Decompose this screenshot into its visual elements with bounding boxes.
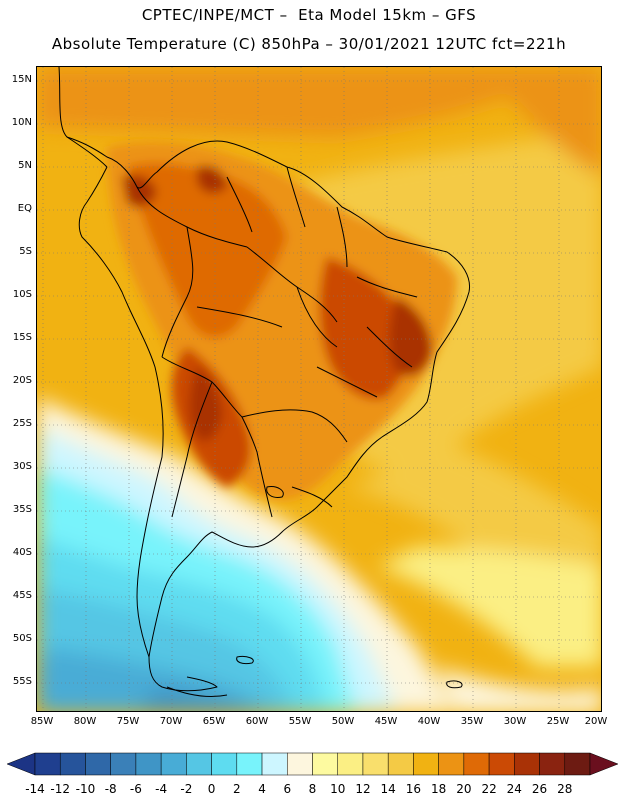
colorbar-cell [488,752,515,776]
temperature-field [37,67,601,711]
colorbar-label: 4 [258,782,266,796]
colorbar-label: 18 [430,782,447,796]
colorbar-cell [539,752,566,776]
lat-label: 50S [12,633,32,644]
temperature-map [36,66,602,712]
colorbar-cell [261,752,288,776]
colorbar-legend [6,752,618,776]
colorbar-label: 14 [380,782,396,796]
lon-label: 25W [546,716,570,727]
colorbar-label: 16 [405,782,422,796]
lon-label: 50W [331,716,355,727]
colorbar-under-arrow [6,752,36,776]
colorbar-cell [110,752,137,776]
lon-label: 70W [159,716,183,727]
colorbar-label: 6 [283,782,292,796]
colorbar-cell [211,752,238,776]
colorbar-label: 10 [330,782,346,796]
lat-label: 15N [11,74,32,85]
land-warm-field [107,141,457,500]
lon-label: 55W [288,716,312,727]
lat-label: 5S [19,246,32,257]
colorbar-cell [337,752,364,776]
colorbar-cell [362,752,389,776]
lon-label: 35W [460,716,484,727]
colorbar-label: 22 [481,782,497,796]
colorbar-label: -14 [25,782,45,796]
lat-label: 35S [12,504,32,515]
colorbar-label: 28 [557,782,573,796]
lat-label: 30S [12,461,32,472]
lon-label: 85W [30,716,54,727]
lon-label: 80W [73,716,97,727]
colorbar-label: -10 [75,782,96,796]
colorbar-cell [287,752,313,776]
colorbar-cell [564,752,591,776]
colorbar-label: -6 [129,782,142,796]
lat-label: 55S [12,676,32,687]
lon-label: 65W [202,716,226,727]
colorbar-label: -4 [155,782,168,796]
lon-label: 45W [374,716,398,727]
colorbar-cell [438,752,465,776]
colorbar-cell [236,752,263,776]
chart-title: CPTEC/INPE/MCT – Eta Model 15km – GFS [141,6,477,24]
colorbar-label: -2 [180,782,193,796]
colorbar-label: 12 [355,782,371,796]
lon-label: 75W [116,716,140,727]
lat-label: 15S [12,332,32,343]
colorbar-label: 24 [506,782,522,796]
colorbar-cell [186,752,212,776]
colorbar-cell [160,752,187,776]
lat-label: 10S [12,289,32,300]
colorbar-cell [514,752,540,776]
colorbar-label: 2 [232,782,241,796]
colorbar-cell [135,752,162,776]
chart-subtitle: Absolute Temperature (C) 850hPa – 30/01/… [51,35,567,53]
colorbar-cell [34,752,61,776]
lon-label: 40W [417,716,441,727]
lat-label: 20S [12,375,32,386]
colorbar-label: 20 [456,782,472,796]
map-canvas [37,67,601,711]
colorbar-cell [59,752,86,776]
colorbar-cell [85,752,111,776]
colorbar-cell [312,752,338,776]
colorbar-cell [387,752,414,776]
lat-label: 10N [11,117,32,128]
colorbar-label: 0 [207,782,216,796]
colorbar-label: 8 [308,782,317,796]
coastlines [58,67,471,698]
lat-label: 40S [12,547,32,558]
lat-label: 25S [12,418,32,429]
colorbar-label: -8 [104,782,117,796]
colorbar-label: -12 [50,782,71,796]
lon-label: 30W [503,716,527,727]
lat-label: 5N [18,160,32,171]
lat-label: 45S [12,590,32,601]
colorbar-cell [463,752,490,776]
colorbar-cell [413,752,439,776]
lat-label: EQ [17,203,32,214]
colorbar-label: 26 [531,782,548,796]
lon-label: 60W [245,716,269,727]
lon-label: 20W [584,716,608,727]
colorbar-over-arrow [589,752,618,776]
